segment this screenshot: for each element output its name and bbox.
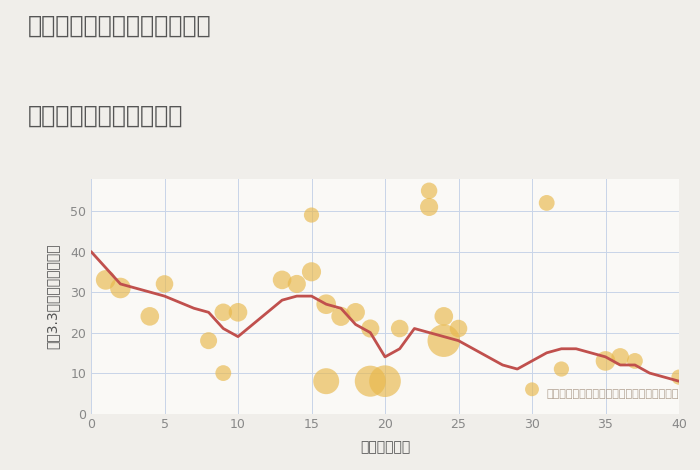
Point bbox=[600, 357, 611, 365]
Point bbox=[144, 313, 155, 320]
Point bbox=[321, 377, 332, 385]
Point bbox=[335, 313, 346, 320]
Point bbox=[673, 373, 685, 381]
Point bbox=[629, 357, 641, 365]
Point bbox=[453, 325, 464, 332]
Point bbox=[541, 199, 552, 207]
Point bbox=[556, 365, 567, 373]
Point bbox=[100, 276, 111, 284]
Point bbox=[291, 280, 302, 288]
Point bbox=[394, 325, 405, 332]
Point bbox=[306, 212, 317, 219]
Point bbox=[379, 377, 391, 385]
Point bbox=[365, 377, 376, 385]
Point bbox=[438, 337, 449, 345]
Point bbox=[526, 385, 538, 393]
Point bbox=[115, 284, 126, 292]
Text: 円の大きさは、取引のあった物件面積を示す: 円の大きさは、取引のあった物件面積を示す bbox=[547, 390, 679, 400]
Point bbox=[276, 276, 288, 284]
Point bbox=[350, 308, 361, 316]
Point bbox=[424, 187, 435, 195]
Point bbox=[159, 280, 170, 288]
Point bbox=[615, 353, 626, 360]
Point bbox=[424, 203, 435, 211]
Point bbox=[365, 325, 376, 332]
Point bbox=[438, 313, 449, 320]
Point bbox=[203, 337, 214, 345]
Point bbox=[218, 308, 229, 316]
Text: 築年数別中古戸建て価格: 築年数別中古戸建て価格 bbox=[28, 103, 183, 127]
Point bbox=[306, 268, 317, 275]
Point bbox=[218, 369, 229, 377]
Text: 京都府船井郡京丹波町水呑の: 京都府船井郡京丹波町水呑の bbox=[28, 14, 211, 38]
Y-axis label: 坪（3.3㎡）単価（万円）: 坪（3.3㎡）単価（万円） bbox=[45, 243, 59, 349]
Point bbox=[232, 308, 244, 316]
X-axis label: 築年数（年）: 築年数（年） bbox=[360, 440, 410, 454]
Point bbox=[321, 300, 332, 308]
